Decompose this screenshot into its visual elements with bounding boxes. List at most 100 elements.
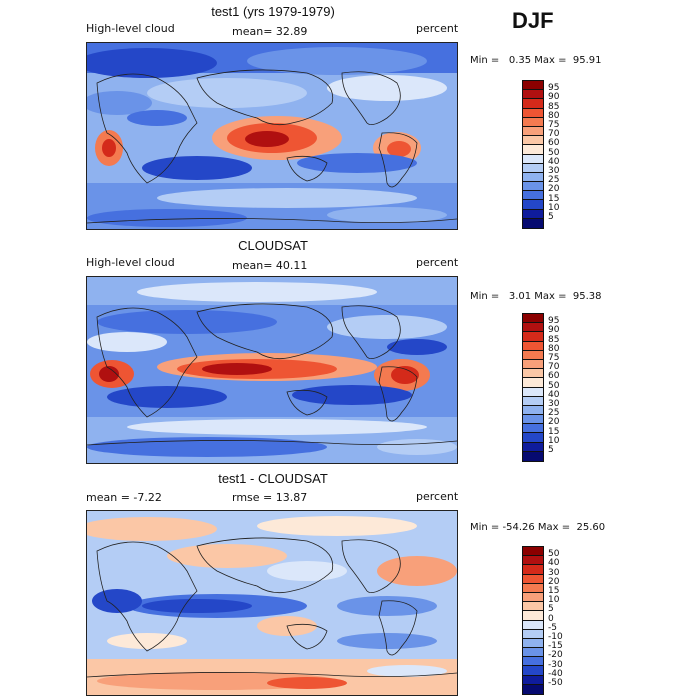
colorbar-tick-label: 30 — [548, 399, 560, 409]
colorbar-tick-label: 20 — [548, 576, 560, 587]
colorbar-tick-label: -10 — [548, 632, 563, 642]
colorbar-tick-label: 60 — [548, 138, 560, 149]
season-label: DJF — [512, 8, 554, 33]
panel-2-variable-label: High-level cloud — [86, 256, 175, 269]
colorbar-segment — [523, 675, 543, 685]
panel-1-variable-label: High-level cloud — [86, 22, 175, 35]
colorbar-tick-label: 15 — [548, 586, 560, 596]
panel-2-minmax: Min = 3.01 Max = 95.38 — [470, 291, 602, 302]
colorbar-tick-label: 40 — [548, 389, 560, 400]
colorbar-tick-label: 50 — [548, 147, 560, 158]
panel-1-map — [86, 42, 458, 230]
colorbar-segment — [523, 415, 543, 425]
panel-3-colorbar — [522, 546, 544, 695]
panel-2-map-svg — [87, 277, 457, 463]
colorbar-tick-label: -15 — [548, 641, 563, 652]
panel-2-colorbar — [522, 313, 544, 462]
colorbar-tick-label: 5 — [548, 445, 554, 455]
colorbar-segment — [523, 191, 543, 201]
panel-3-map — [86, 510, 458, 696]
colorbar-segment — [523, 638, 543, 649]
colorbar-segment — [523, 684, 543, 694]
colorbar-tick-label: 90 — [548, 92, 560, 103]
colorbar-tick-label: 40 — [548, 558, 560, 569]
colorbar-segment — [523, 620, 543, 630]
colorbar-tick-label: 80 — [548, 110, 560, 121]
colorbar-segment — [523, 126, 543, 137]
colorbar-segment — [523, 218, 543, 228]
colorbar-segment — [523, 592, 543, 603]
colorbar-tick-label: 20 — [548, 184, 560, 195]
colorbar-segment — [523, 547, 543, 557]
colorbar-tick-label: 5 — [548, 212, 554, 222]
colorbar-tick-label: -30 — [548, 659, 563, 670]
colorbar-segment — [523, 81, 543, 91]
colorbar-tick-label: 70 — [548, 129, 560, 140]
panel-3-rmse: rmse = 13.87 — [232, 491, 308, 504]
colorbar-segment — [523, 154, 543, 164]
colorbar-tick-label: 95 — [548, 316, 560, 327]
colorbar-segment — [523, 405, 543, 416]
colorbar-segment — [523, 90, 543, 100]
colorbar-segment — [523, 574, 543, 584]
panel-3-title: test1 - CLOUDSAT — [218, 471, 328, 486]
colorbar-segment — [523, 99, 543, 109]
colorbar-tick-label: 80 — [548, 343, 560, 354]
colorbar-tick-label: 50 — [548, 549, 560, 560]
colorbar-tick-label: 75 — [548, 120, 560, 130]
colorbar-segment — [523, 369, 543, 379]
colorbar-tick-label: 25 — [548, 175, 560, 186]
colorbar-segment — [523, 666, 543, 676]
colorbar-tick-label: 40 — [548, 156, 560, 167]
colorbar-tick-label: 5 — [548, 604, 554, 615]
panel-2-units: percent — [416, 256, 459, 269]
colorbar-tick-label: 0 — [548, 613, 554, 624]
colorbar-tick-label: -40 — [548, 668, 563, 679]
colorbar-segment — [523, 182, 543, 192]
colorbar-tick-label: 95 — [548, 83, 560, 94]
panel-3-minmax: Min = -54.26 Max = 25.60 — [470, 522, 606, 533]
colorbar-tick-label: 25 — [548, 408, 560, 419]
colorbar-tick-label: 60 — [548, 371, 560, 382]
panel-1-title: test1 (yrs 1979-1979) — [211, 4, 335, 19]
colorbar-tick-label: 50 — [548, 380, 560, 391]
colorbar-segment — [523, 136, 543, 146]
colorbar-segment — [523, 314, 543, 324]
colorbar-segment — [523, 396, 543, 406]
colorbar-segment — [523, 172, 543, 183]
colorbar-segment — [523, 323, 543, 333]
colorbar-segment — [523, 359, 543, 370]
colorbar-segment — [523, 565, 543, 575]
panel-1-mean: mean= 32.89 — [232, 25, 308, 38]
colorbar-tick-label: 70 — [548, 362, 560, 373]
colorbar-tick-label: 10 — [548, 595, 560, 606]
colorbar-tick-label: 90 — [548, 325, 560, 336]
colorbar-tick-label: 85 — [548, 334, 560, 345]
colorbar-tick-label: 30 — [548, 567, 560, 578]
colorbar-segment — [523, 145, 543, 155]
colorbar-segment — [523, 350, 543, 360]
panel-1-map-svg — [87, 43, 457, 229]
colorbar-segment — [523, 332, 543, 342]
panel-2-title: CLOUDSAT — [238, 238, 308, 253]
colorbar-tick-label: 15 — [548, 426, 560, 437]
colorbar-segment — [523, 611, 543, 621]
colorbar-segment — [523, 117, 543, 127]
panel-1-minmax: Min = 0.35 Max = 95.91 — [470, 55, 602, 66]
colorbar-tick-label: 10 — [548, 435, 560, 446]
colorbar-segment — [523, 378, 543, 388]
colorbar-segment — [523, 163, 543, 173]
colorbar-segment — [523, 442, 543, 452]
colorbar-tick-label: 85 — [548, 101, 560, 112]
colorbar-segment — [523, 556, 543, 566]
colorbar-segment — [523, 629, 543, 639]
colorbar-segment — [523, 424, 543, 434]
colorbar-segment — [523, 209, 543, 219]
colorbar-segment — [523, 387, 543, 397]
panel-3-mean: mean = -7.22 — [86, 491, 162, 504]
panel-2-mean: mean= 40.11 — [232, 259, 308, 272]
colorbar-segment — [523, 657, 543, 667]
colorbar-tick-label: 30 — [548, 166, 560, 176]
colorbar-tick-label: -5 — [548, 622, 557, 633]
colorbar-tick-label: 15 — [548, 193, 560, 204]
